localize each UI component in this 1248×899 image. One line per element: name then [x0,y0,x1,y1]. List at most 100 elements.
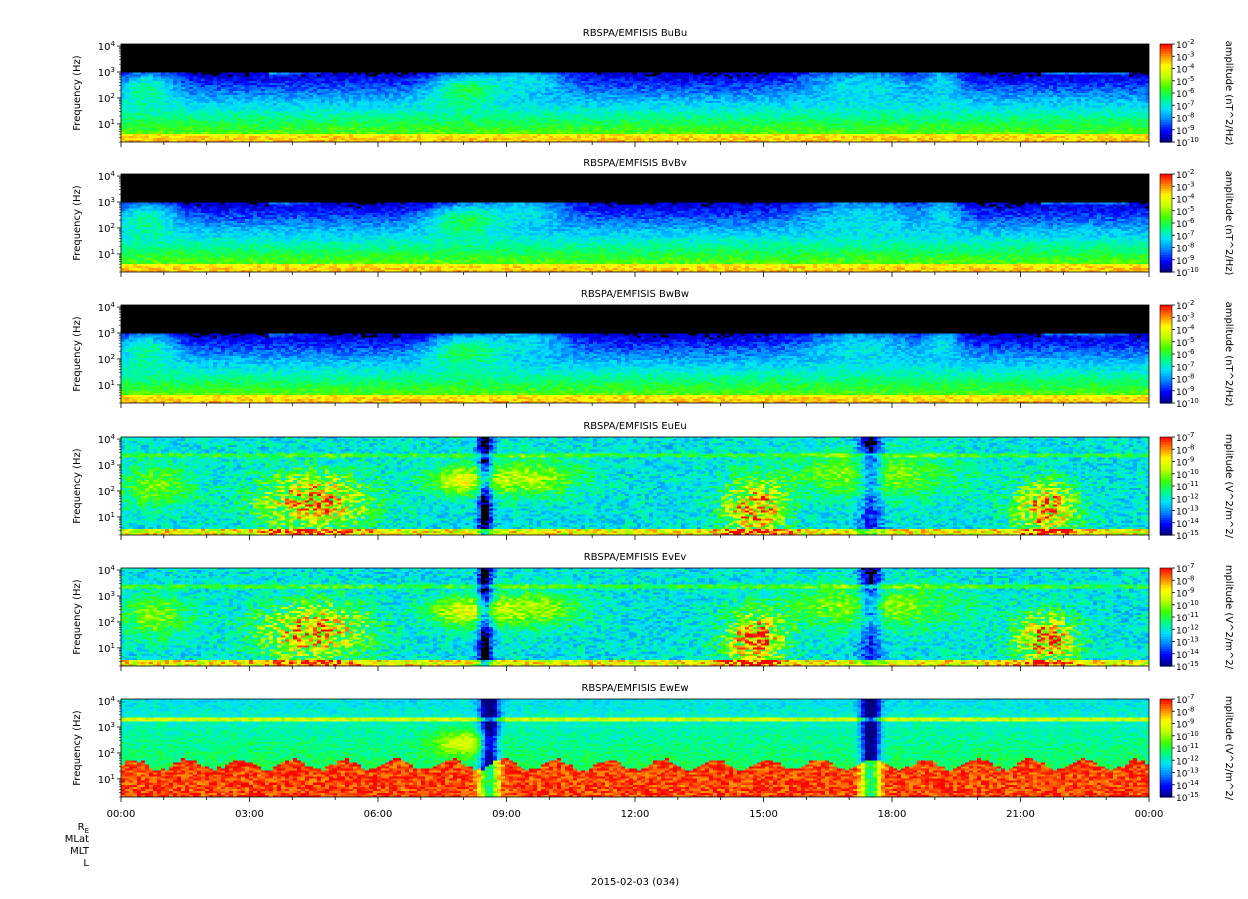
panel-ewew-y-tick-label-exponent: 4 [111,695,116,703]
panel-bwbw-colorbar-tick-label-base: 10 [1176,302,1188,312]
panel-evev-colorbar-swatch [1160,643,1172,647]
panel-bvbv-colorbar-swatch [1160,198,1172,202]
panel-bwbw-y-tick-label-exponent: 4 [111,301,116,309]
panel-bubu-colorbar-tick-label-exponent: -2 [1187,38,1194,46]
panel-evev-colorbar-label: mplitude (V^2/m^2/ [1223,565,1234,670]
panel-eueu-colorbar-swatch [1160,471,1172,475]
panel-bubu-y-axis-label: Frequency (Hz) [72,55,83,131]
panel-bwbw-colorbar-tick-label-base: 10 [1176,388,1188,398]
panel-evev-colorbar-swatch [1160,663,1172,667]
panel-bwbw-colorbar-swatch [1160,327,1172,331]
panel-bvbv-y-tick-label: 101 [98,248,115,261]
ephemeris-label-main: R [78,822,85,833]
panel-bvbv-colorbar-swatch [1160,249,1172,253]
panel-evev-title: RBSPA/EMFISIS EvEv [584,552,687,563]
panel-bwbw-colorbar-tick-label: 10-2 [1176,299,1194,312]
panel-bvbv-colorbar-tick-label: 10-9 [1176,254,1194,267]
panel-evev-colorbar-tick-label-exponent: -13 [1187,636,1198,644]
panel-bvbv-colorbar-swatch [1160,254,1172,258]
panel-bvbv-colorbar-tick-label-base: 10 [1176,208,1188,218]
panel-ewew-colorbar-swatch [1160,728,1172,732]
panel-ewew-colorbar-tick-label-exponent: -13 [1187,767,1198,775]
panel-ewew-colorbar-tick-label: 10-15 [1176,791,1199,804]
panel-evev-y-tick-label: 101 [98,642,115,655]
panel-bvbv-colorbar-swatch [1160,215,1172,219]
panel-bwbw-colorbar-swatch [1160,351,1172,355]
panel-bubu-colorbar-tick-label-exponent: -4 [1187,63,1195,71]
panel-evev-colorbar-swatch [1160,592,1172,596]
panel-eueu-colorbar-tick-label-base: 10 [1176,446,1188,456]
panel-bubu-y-tick-label-base: 10 [98,94,111,105]
panel-evev-colorbar-swatch [1160,594,1172,598]
panel-bvbv-colorbar-tick-label-exponent: -2 [1187,168,1194,176]
panel-bubu-colorbar-swatch [1160,75,1172,79]
panel-bubu-colorbar-swatch [1160,127,1172,131]
panel-bwbw-y-axis-label: Frequency (Hz) [72,316,83,392]
panel-evev-y-tick-label: 104 [98,564,116,577]
panel-ewew-colorbar-tick-label-base: 10 [1176,708,1188,718]
panel-bubu-colorbar-tick-label-base: 10 [1176,66,1188,76]
panel-bvbv-colorbar-tick-label-base: 10 [1176,220,1188,230]
panel-bubu-colorbar-swatch [1160,105,1172,109]
panel-evev: RBSPA/EMFISIS EvEv101102103104Frequency … [72,552,1234,673]
panel-eueu-colorbar-swatch [1160,530,1172,534]
panel-eueu-colorbar-tick-label: 10-12 [1176,492,1199,505]
panel-bubu-colorbar-tick-label: 10-5 [1176,75,1194,88]
panel-evev-colorbar-tick-label-exponent: -14 [1187,648,1199,656]
panel-ewew-colorbar-tick-label-exponent: -14 [1187,779,1199,787]
panel-bwbw-colorbar-tick-label: 10-10 [1176,397,1199,410]
panel-eueu-y-axis-label: Frequency (Hz) [72,448,83,524]
panel-bwbw-colorbar-tick-label-base: 10 [1176,400,1188,410]
panel-eueu-colorbar-swatch [1160,468,1172,472]
panel-bubu-colorbar-swatch [1160,97,1172,101]
panel-ewew-colorbar-tick-label-base: 10 [1176,782,1188,792]
panel-ewew-colorbar-tick-label-base: 10 [1176,721,1188,731]
panel-ewew-colorbar-swatch [1160,760,1172,764]
panel-bwbw-colorbar-swatch [1160,378,1172,382]
panel-ewew-colorbar-tick-label-base: 10 [1176,757,1188,767]
panel-eueu-colorbar-tick-label: 10-10 [1176,468,1199,481]
panel-bwbw-title: RBSPA/EMFISIS BwBw [581,289,689,300]
panel-bwbw-colorbar-tick-label: 10-3 [1176,311,1194,324]
panel-eueu-colorbar-swatch [1160,451,1172,455]
panel-eueu-colorbar-swatch [1160,490,1172,494]
panel-ewew-colorbar-tick-label: 10-13 [1176,767,1199,780]
panel-bvbv-colorbar-tick-label-base: 10 [1176,171,1188,181]
panel-bvbv-colorbar-swatch [1160,188,1172,192]
panel-eueu-colorbar-swatch [1160,473,1172,477]
panel-bubu-colorbar-swatch [1160,80,1172,84]
panel-bwbw-colorbar-tick-label: 10-9 [1176,385,1194,398]
panel-bubu-colorbar-tick-label-exponent: -7 [1187,99,1194,107]
panel-evev-colorbar-tick-label-exponent: -11 [1187,611,1198,619]
panel-ewew-y-tick-label-base: 10 [98,775,111,786]
panel-ewew-y-tick-label: 103 [98,721,115,734]
panel-eueu-colorbar-swatch [1160,461,1172,465]
panel-bvbv: RBSPA/EMFISIS BvBv101102103104Frequency … [72,158,1234,279]
panel-eueu-colorbar-swatch [1160,527,1172,531]
panel-bubu-y-tick-label-base: 10 [98,120,111,131]
panel-bubu-colorbar-swatch [1160,66,1172,70]
panel-bwbw-colorbar-swatch [1160,395,1172,399]
panel-ewew-colorbar-swatch [1160,765,1172,769]
panel-ewew-colorbar-tick-label-base: 10 [1176,794,1188,804]
panel-eueu-colorbar-swatch [1160,486,1172,490]
panel-bwbw-colorbar-swatch [1160,385,1172,389]
panel-ewew-colorbar-tick-label-exponent: -15 [1187,791,1198,799]
panel-bwbw-colorbar-swatch [1160,373,1172,377]
panel-bwbw-y-tick-label: 103 [98,327,115,340]
panel-bvbv-colorbar-swatch [1160,213,1172,217]
panel-ewew-y-tick-label-base: 10 [98,697,111,708]
panel-evev-y-tick-label-base: 10 [98,644,111,655]
panel-bwbw-colorbar-swatch [1160,344,1172,348]
panel-evev-y-axis-label: Frequency (Hz) [72,579,83,655]
panel-ewew-colorbar-tick-label: 10-14 [1176,779,1199,792]
panel-evev-colorbar-swatch [1160,658,1172,662]
panel-bwbw-colorbar-swatch [1160,361,1172,365]
x-tick-label: 09:00 [492,809,521,820]
panel-bubu-colorbar-tick-label-base: 10 [1176,53,1188,63]
panel-ewew-colorbar-tick-label-exponent: -7 [1187,693,1194,701]
panel-ewew-colorbar: 10-710-810-910-1010-1110-1210-1310-1410-… [1159,693,1234,804]
panel-bvbv-colorbar-swatch [1160,227,1172,231]
panel-ewew-colorbar-swatch [1160,762,1172,766]
